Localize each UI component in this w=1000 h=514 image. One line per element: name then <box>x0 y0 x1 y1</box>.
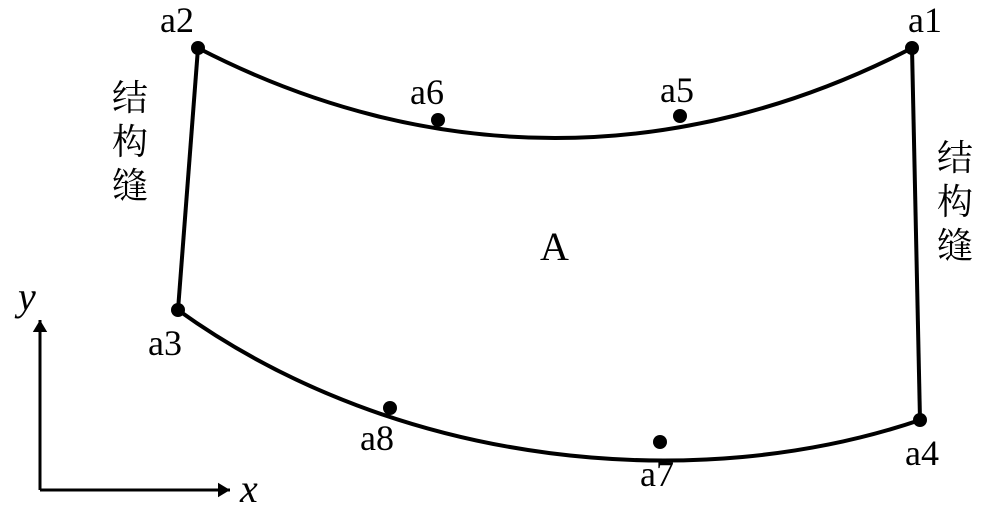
x-axis-arrow-icon <box>218 483 230 497</box>
region-label: A <box>540 224 569 269</box>
left-seam-label: 缝 <box>112 158 148 209</box>
point-a8 <box>383 401 397 415</box>
y-axis-label: y <box>14 274 36 319</box>
diagram-canvas: a1a2a3a4a5a6a7a8A结构缝结构缝xy <box>0 0 1000 514</box>
bottom-curve <box>178 310 920 461</box>
left-edge <box>178 48 198 310</box>
right-edge <box>912 48 920 420</box>
point-a1 <box>905 41 919 55</box>
point-label-a2: a2 <box>160 0 194 40</box>
top-curve <box>198 48 912 138</box>
point-label-a4: a4 <box>905 433 939 473</box>
y-axis-arrow-icon <box>33 320 47 332</box>
point-label-a8: a8 <box>360 418 394 458</box>
point-label-a5: a5 <box>660 70 694 110</box>
point-a6 <box>431 113 445 127</box>
point-label-a6: a6 <box>410 72 444 112</box>
point-label-a7: a7 <box>640 454 674 494</box>
point-a4 <box>913 413 927 427</box>
right-seam-label: 缝 <box>937 218 973 269</box>
x-axis-label: x <box>239 466 258 511</box>
point-a3 <box>171 303 185 317</box>
point-a2 <box>191 41 205 55</box>
point-a7 <box>653 435 667 449</box>
point-a5 <box>673 109 687 123</box>
point-label-a3: a3 <box>148 323 182 363</box>
point-label-a1: a1 <box>908 0 942 40</box>
